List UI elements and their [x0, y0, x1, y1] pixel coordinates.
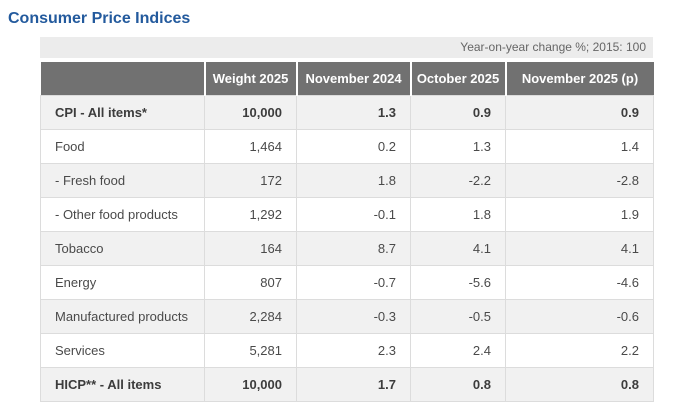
row-value: -5.6 [410, 265, 506, 300]
cpi-table: Weight 2025 November 2024 October 2025 N… [40, 62, 654, 402]
row-value: 4.1 [505, 231, 654, 266]
row-value: 0.9 [505, 95, 654, 130]
row-value: 10,000 [204, 95, 297, 130]
row-value: 4.1 [410, 231, 506, 266]
row-value: 1.9 [505, 197, 654, 232]
row-value: 0.8 [505, 367, 654, 402]
cpi-table-container: Year-on-year change %; 2015: 100 Weight … [40, 37, 654, 402]
row-value: 164 [204, 231, 297, 266]
table-row: Food 1,464 0.2 1.3 1.4 [40, 129, 654, 164]
row-label: Energy [40, 265, 205, 300]
header-cell-november-2024: November 2024 [295, 62, 411, 96]
table-row: Energy 807 -0.7 -5.6 -4.6 [40, 265, 654, 300]
row-label: HICP** - All items [40, 367, 205, 402]
row-value: 1.8 [296, 163, 411, 198]
row-value: 1.4 [505, 129, 654, 164]
row-value: -0.6 [505, 299, 654, 334]
table-header-row: Weight 2025 November 2024 October 2025 N… [40, 62, 654, 96]
row-value: 807 [204, 265, 297, 300]
row-value: 1.3 [410, 129, 506, 164]
page-title: Consumer Price Indices [8, 10, 191, 27]
table-row: - Fresh food 172 1.8 -2.2 -2.8 [40, 163, 654, 198]
row-label: Tobacco [40, 231, 205, 266]
header-cell-november-2025: November 2025 (p) [504, 62, 654, 96]
row-value: 8.7 [296, 231, 411, 266]
table-row: Manufactured products 2,284 -0.3 -0.5 -0.6 [40, 299, 654, 334]
table-row: Services 5,281 2.3 2.4 2.2 [40, 333, 654, 368]
row-value: 172 [204, 163, 297, 198]
table-row: HICP** - All items 10,000 1.7 0.8 0.8 [40, 367, 654, 402]
row-label: CPI - All items* [40, 95, 205, 130]
row-value: 2,284 [204, 299, 297, 334]
row-label: - Fresh food [40, 163, 205, 198]
row-value: -2.2 [410, 163, 506, 198]
row-value: 0.9 [410, 95, 506, 130]
row-value: 5,281 [204, 333, 297, 368]
row-value: 1.3 [296, 95, 411, 130]
row-value: 1,292 [204, 197, 297, 232]
row-value: 10,000 [204, 367, 297, 402]
row-value: -0.3 [296, 299, 411, 334]
row-value: 2.2 [505, 333, 654, 368]
row-value: 0.2 [296, 129, 411, 164]
row-value: -2.8 [505, 163, 654, 198]
row-value: -0.7 [296, 265, 411, 300]
table-row: CPI - All items* 10,000 1.3 0.9 0.9 [40, 95, 654, 130]
row-label: Services [40, 333, 205, 368]
table-row: - Other food products 1,292 -0.1 1.8 1.9 [40, 197, 654, 232]
row-label: - Other food products [40, 197, 205, 232]
row-value: -4.6 [505, 265, 654, 300]
row-value: -0.1 [296, 197, 411, 232]
header-cell-weight-2025: Weight 2025 [203, 62, 297, 96]
row-label: Food [40, 129, 205, 164]
row-value: 1.8 [410, 197, 506, 232]
row-value: 1,464 [204, 129, 297, 164]
table-body: CPI - All items* 10,000 1.3 0.9 0.9 Food 1,464… [40, 95, 654, 402]
row-value: 0.8 [410, 367, 506, 402]
header-cell-october-2025: October 2025 [409, 62, 506, 96]
table-caption: Year-on-year change %; 2015: 100 [40, 37, 653, 58]
row-label: Manufactured products [40, 299, 205, 334]
row-value: 2.4 [410, 333, 506, 368]
row-value: -0.5 [410, 299, 506, 334]
table-row: Tobacco 164 8.7 4.1 4.1 [40, 231, 654, 266]
row-value: 1.7 [296, 367, 411, 402]
row-value: 2.3 [296, 333, 411, 368]
header-cell-empty [40, 62, 205, 96]
